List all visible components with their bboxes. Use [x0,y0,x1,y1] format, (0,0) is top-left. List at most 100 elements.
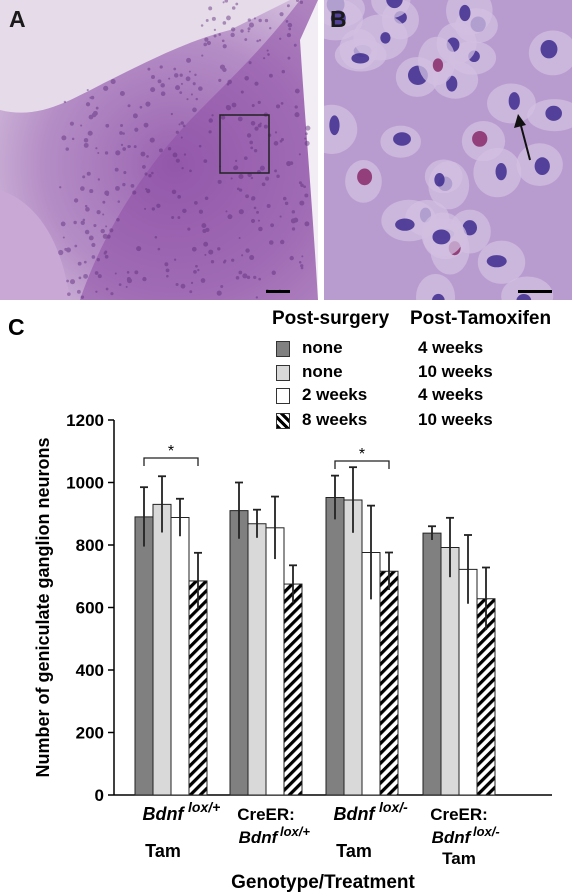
tissue-speckle [219,64,226,70]
tissue-speckle [258,18,262,23]
tissue-speckle [290,218,296,224]
bar [152,503,172,796]
tissue-speckle [259,122,262,125]
legend-item: none 4 weeks [272,338,572,360]
group-label-prefix: CreER: [430,805,488,824]
tissue-speckle [59,186,62,189]
tissue-speckle [132,113,138,119]
legend-tamoxifen-label: 4 weeks [418,385,484,404]
cell-nucleus [329,115,340,136]
legend-surgery-label: 2 weeks [302,385,368,404]
tissue-speckle [180,283,186,289]
tissue-speckle [208,130,212,134]
tissue-speckle [270,223,275,228]
tissue-speckle [175,158,180,163]
tissue-speckle [224,0,229,3]
tissue-speckle [110,292,114,296]
tissue-speckle [222,67,227,73]
tissue-speckle [65,147,69,151]
tissue-speckle [134,127,139,132]
tissue-speckle [83,273,88,279]
tissue-speckle [249,254,255,261]
tissue-speckle [198,209,204,214]
tissue-speckle [95,290,98,293]
tissue-speckle [247,27,251,31]
panel-label-a: A [9,6,26,32]
group-label-gene: Bdnf [143,804,186,824]
tissue-speckle [126,277,131,282]
bar [440,547,460,796]
tissue-speckle [204,37,209,42]
tissue-speckle [151,207,156,211]
tissue-speckle [269,240,274,245]
tissue-speckle [256,39,259,43]
legend-header-post-surgery: Post-surgery [272,308,390,329]
tissue-speckle [127,144,131,149]
tissue-speckle [190,93,193,96]
tissue-speckle [171,215,175,219]
y-tick-label: 0 [95,786,104,805]
tissue-speckle [266,49,269,52]
tissue-speckle [293,43,297,47]
tissue-speckle [201,223,207,228]
tissue-speckle [84,229,90,235]
tissue-speckle [160,83,165,88]
tissue-speckle [255,296,259,299]
significance-bracket [143,457,199,466]
tissue-speckle [89,96,92,99]
tissue-speckle [243,156,248,161]
tissue-speckle [250,176,254,180]
legend-tamoxifen-label: 10 weeks [418,410,493,429]
tissue-speckle [189,290,193,294]
cell-nucleus [393,132,411,146]
tissue-speckle [69,121,75,126]
cell-nucleus [462,220,477,236]
tissue-speckle [102,233,108,239]
tissue-speckle [258,277,262,281]
tissue-speckle [156,203,161,208]
y-tick-label: 1000 [66,474,104,493]
tissue-speckle [103,251,107,255]
tissue-speckle [227,79,232,85]
tissue-speckle [223,259,227,263]
tissue-speckle [95,106,99,110]
tissue-speckle [66,279,69,283]
tissue-speckle [259,165,265,171]
tissue-speckle [110,79,116,85]
tissue-speckle [286,160,292,167]
tissue-speckle [119,131,123,135]
tissue-speckle [96,210,101,215]
tissue-speckle [246,133,252,138]
tissue-speckle [104,254,109,259]
tissue-speckle [222,1,225,4]
tissue-speckle [301,255,304,258]
legend-swatch [276,341,290,357]
tissue-speckle [251,196,256,201]
y-tick-label: 200 [76,724,104,743]
tissue-speckle [126,271,130,274]
bar [229,510,249,796]
tissue-speckle [271,270,276,275]
tissue-speckle [61,135,67,141]
tissue-speckle [171,189,177,195]
tissue-speckle [245,194,249,199]
tissue-speckle [223,260,226,264]
tissue-speckle [173,258,177,261]
tissue-speckle [154,235,158,239]
tissue-speckle [231,6,236,10]
tissue-speckle [222,44,227,49]
tissue-speckle [211,114,214,117]
legend-swatch [276,413,290,429]
tissue-speckle [220,115,226,120]
tissue-speckle [123,171,127,175]
tissue-speckle [250,146,254,150]
tissue-speckle [119,90,125,96]
legend-swatch [276,388,290,404]
tissue-speckle [247,30,250,33]
tissue-speckle [197,268,200,272]
cell-nucleus [357,168,373,186]
tissue-speckle [73,198,79,203]
tissue-speckle [144,207,147,210]
tissue-speckle [250,218,256,224]
tissue-speckle [213,34,217,38]
